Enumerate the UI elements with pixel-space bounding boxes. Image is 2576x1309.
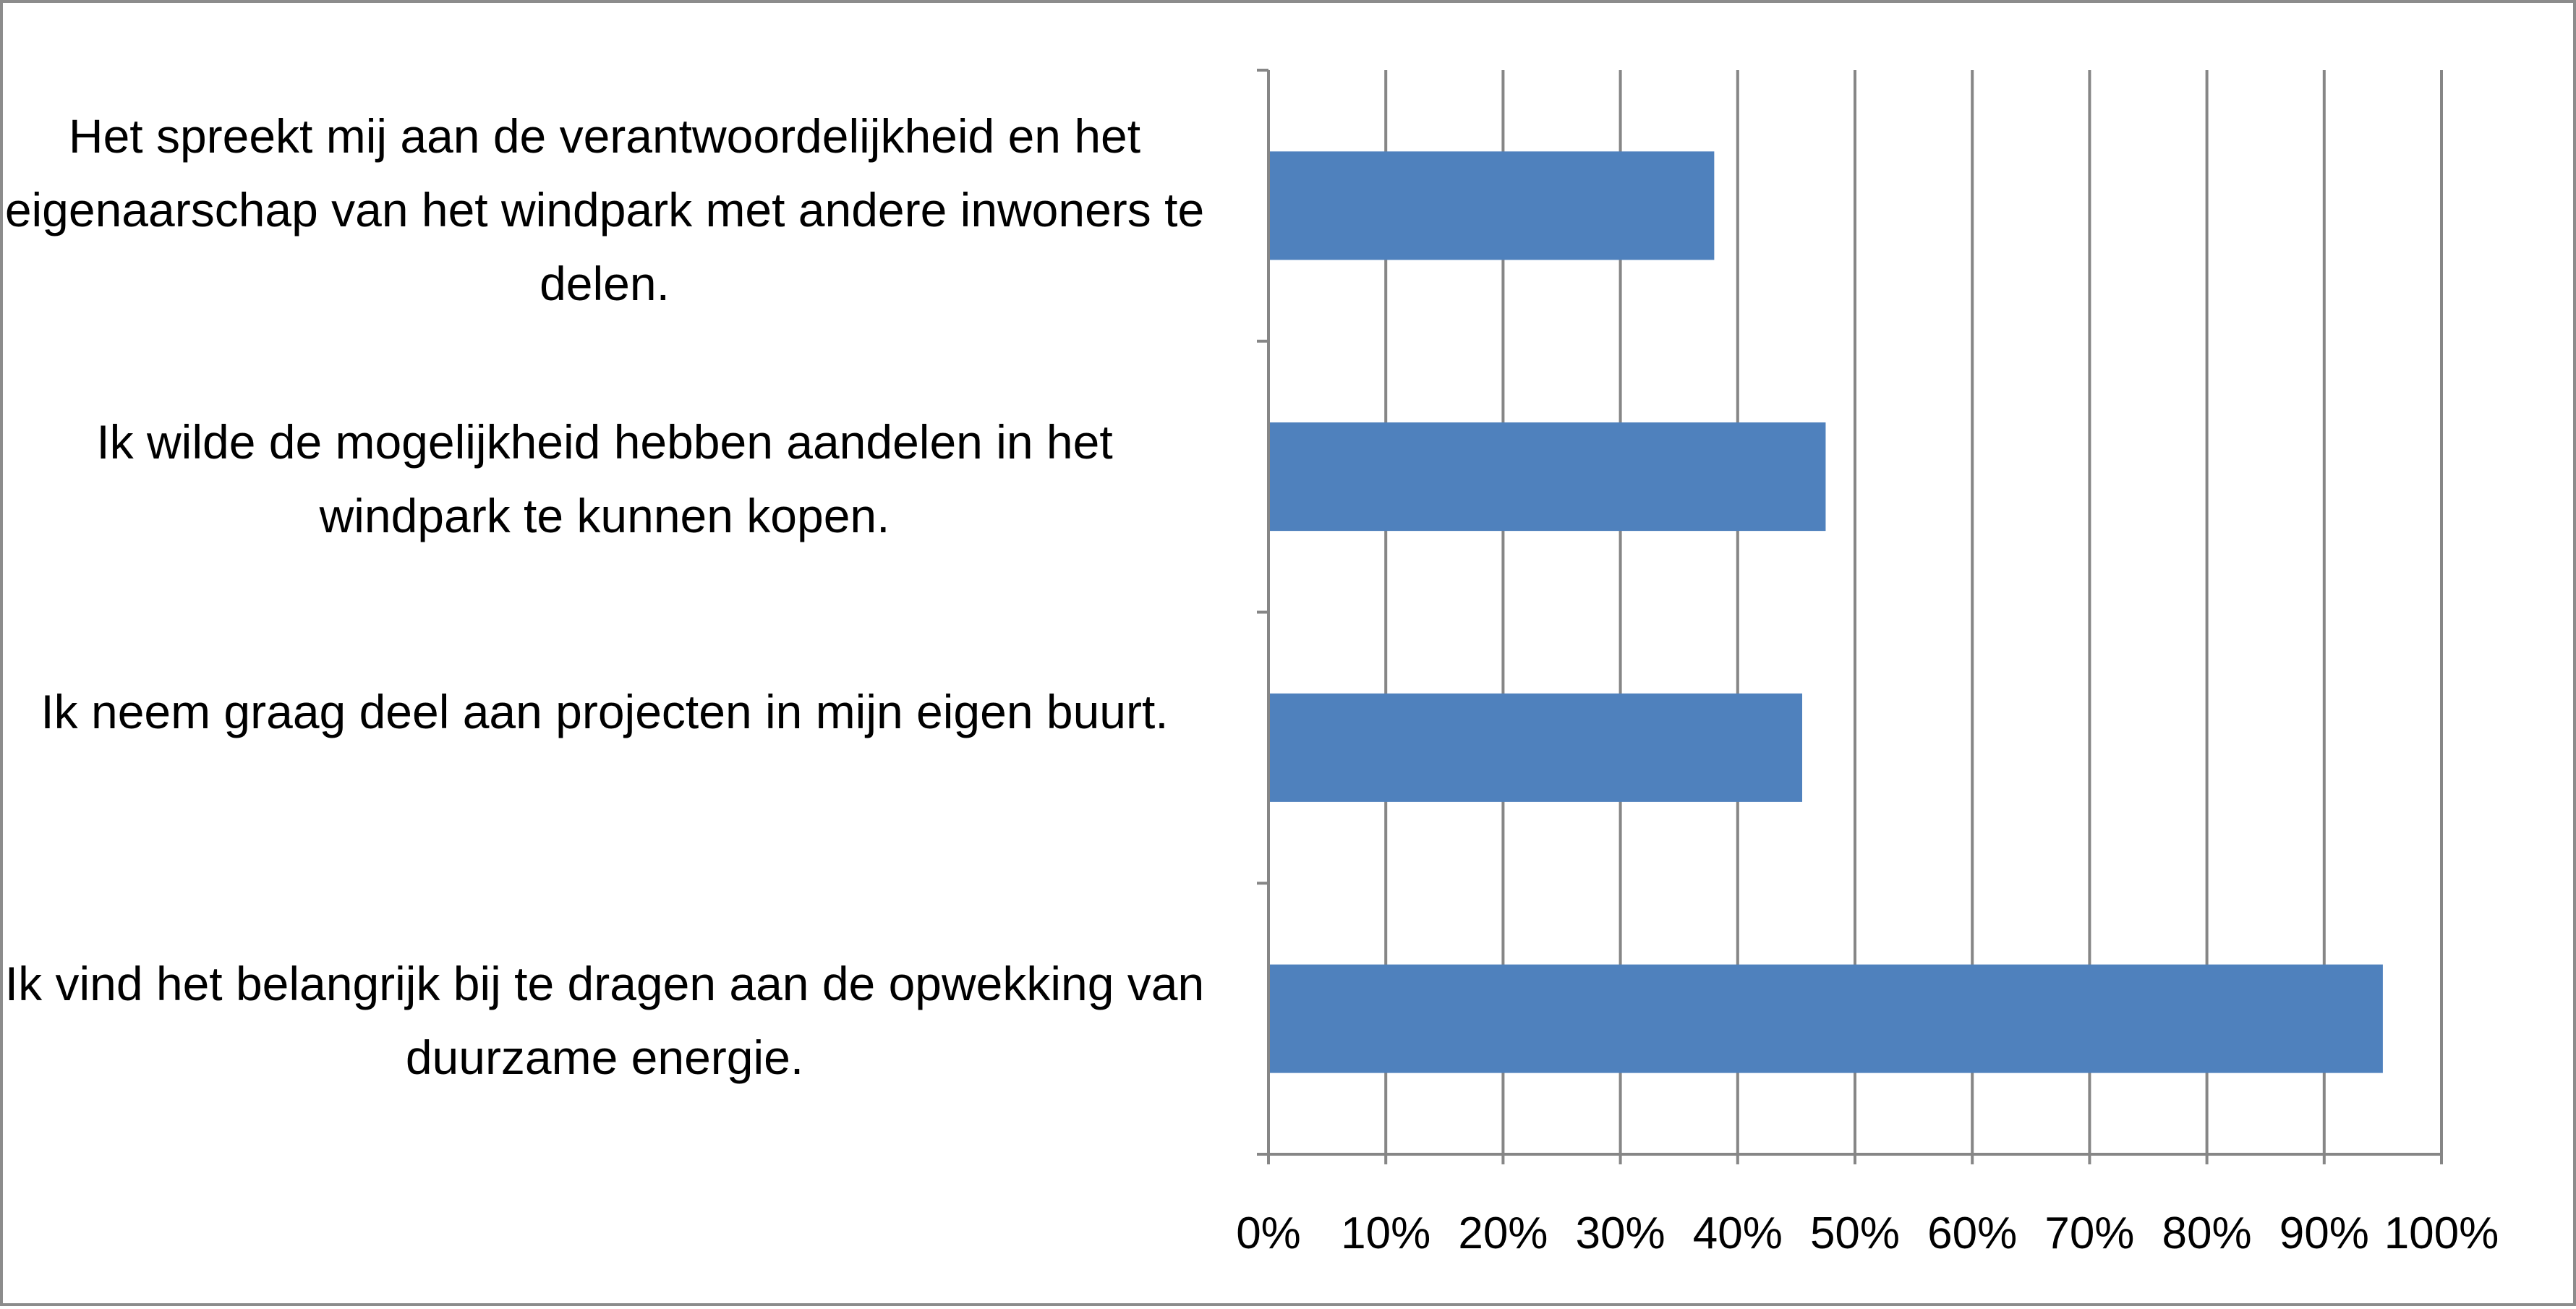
x-tick-label-10: 100% — [2384, 1208, 2499, 1258]
bar-1 — [1268, 422, 1826, 532]
bar-chart: 0% 10% 20% 30% 40% 50% 60% 70% 80% 90% 100% — [1236, 69, 2499, 1258]
x-tick-label-0: 0% — [1236, 1208, 1301, 1258]
x-tick-label-6: 60% — [1927, 1208, 2017, 1258]
category-label-1: Ik wilde de mogelijkheid hebben aandelen… — [96, 415, 1113, 542]
bar-0 — [1268, 151, 1715, 260]
bar-3 — [1268, 964, 2383, 1073]
x-tick-label-7: 70% — [2044, 1208, 2134, 1258]
x-tick-label-3: 30% — [1576, 1208, 1666, 1258]
bar-2 — [1268, 693, 1803, 802]
category-label-3: Ik vind het belangrijk bij te dragen aan… — [4, 957, 1205, 1084]
x-tick-labels: 0% 10% 20% 30% 40% 50% 60% 70% 80% 90% 100% — [1236, 1208, 2499, 1258]
x-tick-label-9: 90% — [2279, 1208, 2369, 1258]
category-label-0: Het spreekt mij aan de verantwoordelijkh… — [4, 109, 1205, 310]
category-label-2: Ik neem graag deel aan projecten in mijn… — [40, 685, 1169, 738]
category-axis — [1257, 69, 2441, 1164]
x-tick-label-2: 20% — [1458, 1208, 1548, 1258]
x-tick-label-8: 80% — [2162, 1208, 2252, 1258]
bars — [1268, 151, 2383, 1073]
x-tick-label-4: 40% — [1693, 1208, 1783, 1258]
x-tick-label-5: 50% — [1810, 1208, 1900, 1258]
x-tick-label-1: 10% — [1341, 1208, 1430, 1258]
